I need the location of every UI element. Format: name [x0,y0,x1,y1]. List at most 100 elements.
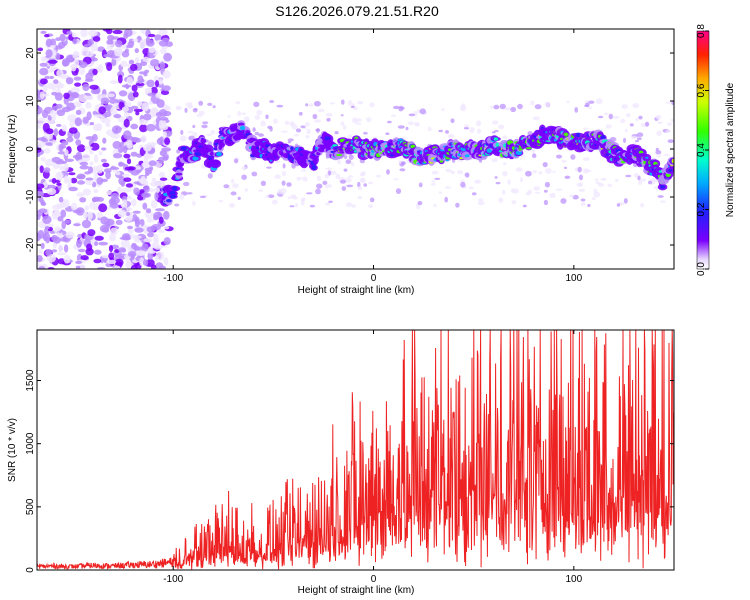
noise-speck [315,188,321,195]
signal-core [515,150,522,155]
signal-core [495,142,499,148]
noise-speck [117,148,124,154]
noise-speck [61,124,67,132]
noise-speck [177,181,181,184]
noise-speck [608,113,613,120]
noise-speck [477,200,485,206]
noise-speck [148,246,154,254]
noise-speck [560,198,567,204]
noise-speck [123,153,131,159]
noise-speck [65,231,75,239]
noise-speck [49,109,57,118]
noise-speck [269,100,275,103]
noise-speck [620,118,626,124]
noise-speck [42,84,48,93]
noise-speck [113,153,123,159]
noise-speck [237,110,242,117]
noise-speck [397,125,405,129]
noise-speck [300,125,306,128]
noise-speck [56,182,62,186]
noise-speck [124,101,132,108]
noise-speck [89,161,94,166]
snr-series-line [37,330,674,570]
noise-speck [328,200,333,203]
snr-frame [36,329,675,571]
noise-speck [163,237,171,246]
noise-speck [90,43,99,52]
noise-speck [151,177,157,182]
spectrogram-y-ticks: 20 10 0 -10 -20 [25,47,674,252]
noise-speck [114,249,120,253]
noise-speck [56,69,64,78]
noise-speck [144,167,153,172]
noise-speck [118,162,126,167]
noise-speck [510,188,515,194]
noise-speck [450,170,456,175]
noise-speck [495,181,501,185]
noise-speck [42,215,52,224]
noise-speck [395,188,402,195]
noise-speck [58,196,64,203]
noise-speck [491,131,496,134]
noise-speck [127,251,137,258]
noise-speck [357,100,364,105]
signal-core [192,156,199,161]
noise-speck [393,105,400,110]
noise-speck [148,101,153,105]
noise-speck [348,154,354,160]
noise-speck [533,186,541,191]
noise-speck [313,100,321,107]
noise-speck [637,180,643,185]
noise-speck [142,202,148,210]
noise-speck [92,198,100,203]
noise-speck [281,180,286,186]
noise-speck [493,104,500,110]
noise-speck [65,77,74,85]
signal-core [389,154,395,157]
noise-speck [61,140,69,146]
noise-speck [655,114,662,120]
noise-speck [150,181,160,187]
noise-speck [350,162,355,167]
noise-speck [101,254,110,259]
noise-speck [447,133,455,139]
signal-core [659,185,666,189]
noise-speck [543,199,549,206]
noise-speck [104,111,112,118]
noise-speck [616,203,621,207]
noise-speck [302,176,308,182]
noise-speck [146,226,155,233]
noise-speck [110,196,120,205]
noise-speck [517,103,523,110]
noise-speck [133,187,140,196]
noise-speck [140,135,147,143]
noise-speck [98,151,103,156]
noise-speck [98,106,106,115]
noise-speck [37,141,46,148]
noise-speck [131,84,138,92]
noise-speck [132,210,141,214]
noise-speck [527,131,533,135]
noise-speck [150,59,160,67]
noise-speck [279,188,287,194]
noise-speck [545,168,552,174]
noise-speck [38,248,43,255]
noise-speck [308,103,314,108]
noise-speck [337,159,341,165]
noise-speck [405,126,409,131]
noise-speck [117,74,123,84]
noise-speck [413,122,420,126]
noise-speck [289,205,295,208]
noise-speck [460,181,466,188]
noise-speck [199,195,206,199]
noise-speck [58,244,63,253]
noise-speck [37,124,42,129]
noise-speck [192,124,196,129]
noise-speck [148,160,157,167]
noise-speck [139,124,148,133]
noise-speck [82,116,89,125]
noise-speck [124,216,133,222]
signal-core [170,194,177,199]
noise-speck [120,239,130,249]
noise-speck [595,98,603,105]
